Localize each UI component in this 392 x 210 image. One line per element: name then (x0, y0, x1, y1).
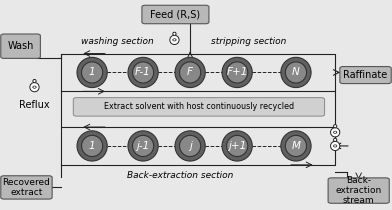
Text: Raffinate: Raffinate (343, 70, 388, 80)
Ellipse shape (227, 62, 248, 83)
Ellipse shape (180, 62, 201, 83)
Ellipse shape (334, 125, 337, 128)
Ellipse shape (170, 35, 179, 45)
Ellipse shape (281, 57, 311, 88)
Text: Back-
extraction
stream: Back- extraction stream (336, 176, 382, 205)
Text: Wash: Wash (7, 41, 34, 51)
Text: j-1: j-1 (136, 141, 150, 151)
Ellipse shape (30, 83, 39, 92)
Ellipse shape (33, 79, 36, 83)
Text: washing section: washing section (81, 38, 154, 46)
Text: F-1: F-1 (135, 67, 151, 77)
Ellipse shape (77, 57, 107, 88)
Ellipse shape (330, 141, 340, 151)
FancyBboxPatch shape (1, 34, 40, 58)
Ellipse shape (128, 131, 158, 161)
Text: Back-extraction section: Back-extraction section (127, 171, 234, 180)
Ellipse shape (227, 135, 248, 156)
Ellipse shape (132, 62, 154, 83)
Text: M: M (292, 141, 300, 151)
Text: F+1: F+1 (227, 67, 248, 77)
FancyBboxPatch shape (142, 5, 209, 24)
Ellipse shape (285, 135, 307, 156)
Ellipse shape (175, 57, 205, 88)
Text: F: F (187, 67, 193, 77)
FancyBboxPatch shape (340, 67, 391, 84)
Text: j: j (189, 141, 192, 151)
Text: Feed (R,S): Feed (R,S) (151, 9, 200, 20)
Ellipse shape (222, 131, 252, 161)
Ellipse shape (82, 135, 103, 156)
Text: 1: 1 (89, 141, 95, 151)
Ellipse shape (175, 131, 205, 161)
Text: Extract solvent with host continuously recycled: Extract solvent with host continuously r… (104, 102, 294, 111)
Text: j+1: j+1 (228, 141, 246, 151)
FancyBboxPatch shape (73, 98, 325, 116)
Ellipse shape (180, 135, 201, 156)
Text: 1: 1 (89, 67, 95, 77)
Ellipse shape (173, 32, 176, 35)
Ellipse shape (82, 62, 103, 83)
FancyBboxPatch shape (328, 178, 389, 203)
Ellipse shape (128, 57, 158, 88)
Text: stripping section: stripping section (211, 38, 287, 46)
Ellipse shape (330, 128, 340, 137)
Text: Reflux: Reflux (19, 100, 50, 110)
Ellipse shape (77, 131, 107, 161)
Ellipse shape (281, 131, 311, 161)
FancyBboxPatch shape (1, 176, 52, 199)
Text: N: N (292, 67, 300, 77)
Ellipse shape (285, 62, 307, 83)
Ellipse shape (222, 57, 252, 88)
Ellipse shape (334, 138, 337, 142)
Text: Recovered
extract: Recovered extract (2, 178, 51, 197)
Ellipse shape (132, 135, 154, 156)
